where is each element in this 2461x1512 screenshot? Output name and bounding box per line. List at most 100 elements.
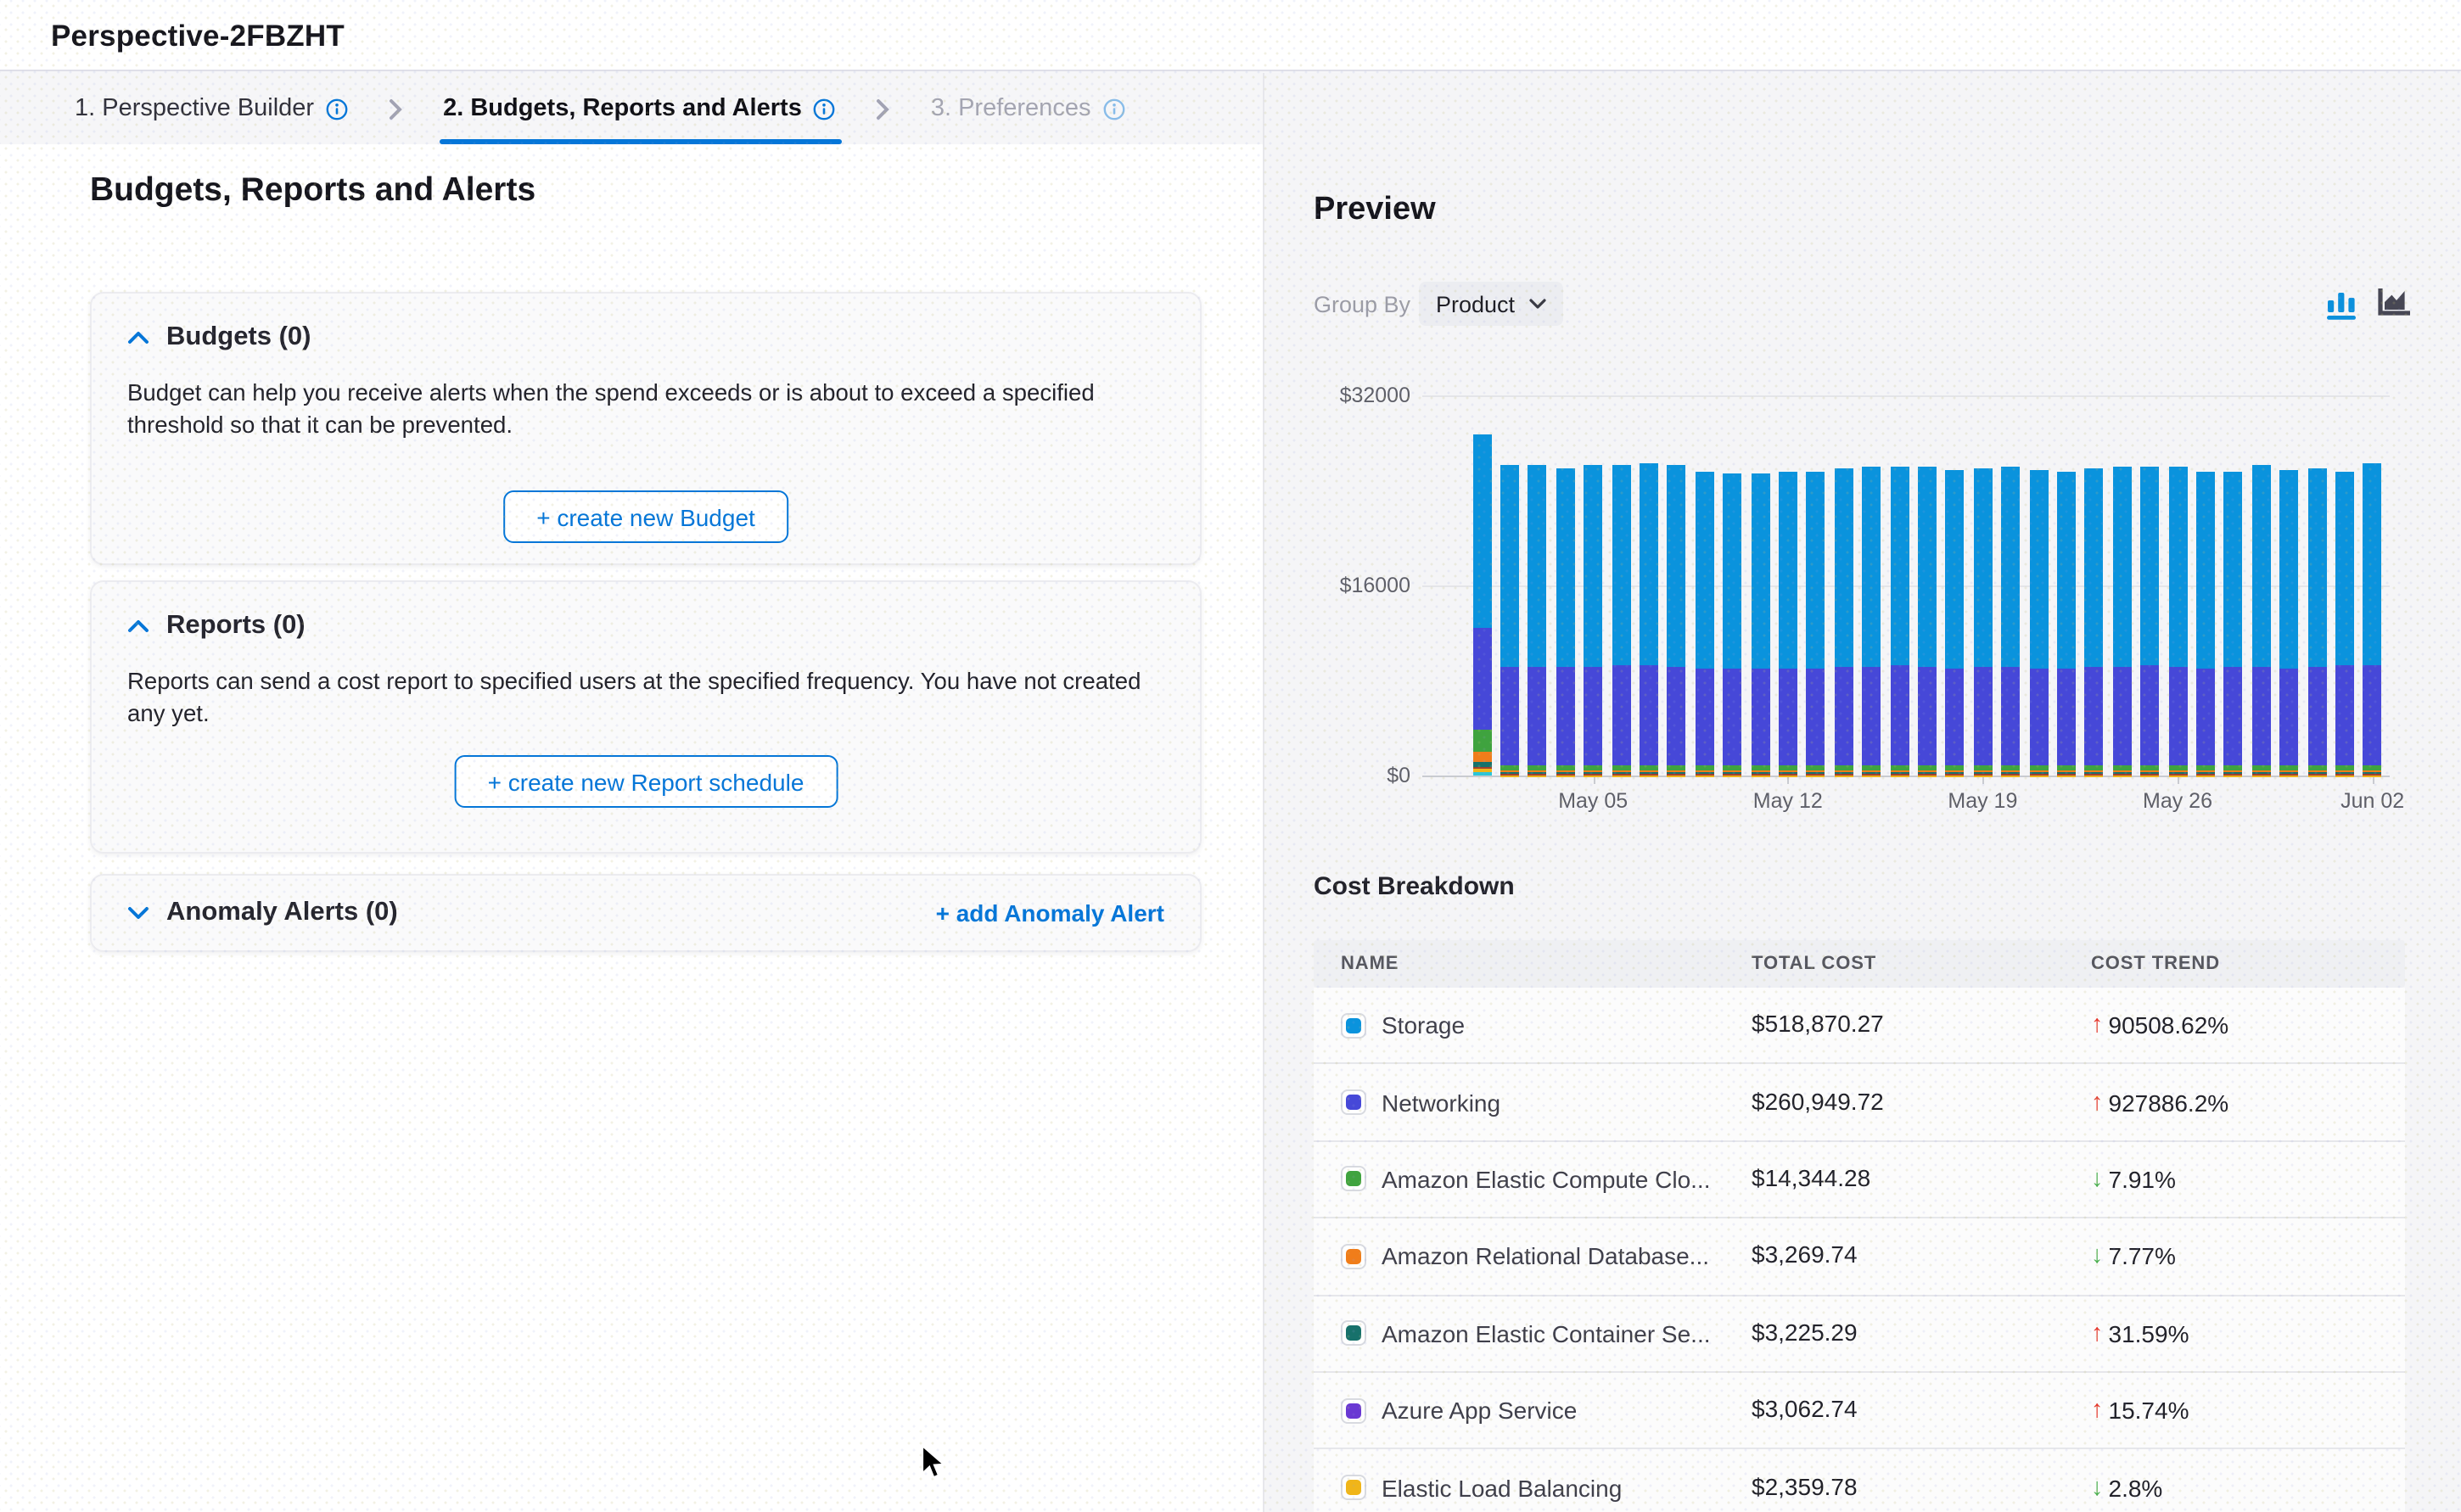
chart-bar-segment bbox=[2057, 669, 2076, 765]
chevron-right-icon bbox=[389, 98, 402, 120]
chart-bar-segment bbox=[2057, 775, 2076, 776]
chart-bar-segment bbox=[1807, 668, 1825, 765]
chart-bar bbox=[1668, 466, 1686, 776]
chart-bar bbox=[1723, 473, 1741, 776]
chart-bar-segment bbox=[1779, 775, 1797, 776]
y-axis-label: $16000 bbox=[1298, 574, 1410, 597]
chart-bar-segment bbox=[2307, 468, 2326, 667]
chart-bar bbox=[2279, 469, 2298, 776]
chart-bar-segment bbox=[2196, 669, 2215, 765]
chart-bar-segment bbox=[1807, 775, 1825, 776]
chart-bar-segment bbox=[1723, 669, 1741, 765]
row-total-cost: $2,359.78 bbox=[1752, 1472, 1858, 1499]
series-color-swatch bbox=[1341, 1397, 1366, 1423]
chart-bar-segment bbox=[2363, 665, 2382, 765]
table-row: Amazon Elastic Container Se...$3,225.29↑… bbox=[1314, 1296, 2405, 1373]
row-total-cost: $3,062.74 bbox=[1752, 1395, 1858, 1422]
column-header-total-cost: TOTAL COST bbox=[1752, 954, 2091, 974]
chart-bar bbox=[1472, 434, 1491, 776]
chart-bar-segment bbox=[2029, 775, 2048, 776]
chevron-right-icon bbox=[877, 98, 890, 120]
perspective-builder-app: Perspective-2FBZHT 1. Perspective Builde… bbox=[0, 0, 2461, 1512]
chart-bar-segment bbox=[2001, 666, 2020, 764]
chart-bar-segment bbox=[1862, 775, 1881, 776]
tab-perspective-builder[interactable]: 1. Perspective Builder bbox=[75, 73, 348, 144]
chart-bar-segment bbox=[1918, 467, 1937, 666]
x-axis-label: May 12 bbox=[1729, 789, 1847, 813]
chart-bar-segment bbox=[2029, 469, 2048, 669]
chart-bar-segment bbox=[1973, 468, 1992, 667]
chart-bar-segment bbox=[2001, 468, 2020, 667]
table-row: Networking$260,949.72↑927886.2% bbox=[1314, 1065, 2405, 1142]
chart-bar-segment bbox=[1640, 775, 1658, 776]
chart-bar-segment bbox=[1834, 468, 1853, 667]
chart-bar bbox=[2307, 468, 2326, 776]
trend-up-arrow-icon: ↑ bbox=[2091, 1397, 2104, 1424]
chart-bar-segment bbox=[1946, 668, 1965, 765]
chart-bar-segment bbox=[1946, 470, 1965, 668]
tab-preferences[interactable]: 3. Preferences bbox=[931, 73, 1125, 144]
trend-down-arrow-icon: ↓ bbox=[2091, 1166, 2104, 1193]
chart-bar bbox=[2029, 469, 2048, 776]
chevron-up-icon[interactable] bbox=[127, 619, 149, 633]
row-cost-trend: 31.59% bbox=[2109, 1320, 2189, 1347]
chart-bar-segment bbox=[1668, 775, 1686, 776]
row-name: Elastic Load Balancing bbox=[1382, 1474, 1622, 1501]
chart-bar bbox=[1612, 465, 1630, 776]
chart-bar-segment bbox=[1779, 669, 1797, 765]
budgets-card: Budgets (0) Budget can help you receive … bbox=[90, 292, 1202, 565]
area-chart-icon[interactable] bbox=[2374, 285, 2412, 322]
chart-bar bbox=[1500, 466, 1519, 776]
add-anomaly-alert-link[interactable]: + add Anomaly Alert bbox=[936, 899, 1164, 927]
chart-bar bbox=[1862, 468, 1881, 776]
chart-bar-segment bbox=[1528, 666, 1547, 764]
budgets-card-title: Budgets (0) bbox=[166, 322, 311, 353]
chart-bar bbox=[2085, 468, 2104, 776]
row-name: Azure App Service bbox=[1382, 1397, 1577, 1424]
trend-up-arrow-icon: ↑ bbox=[2091, 1089, 2104, 1116]
chart-bar-segment bbox=[1528, 775, 1547, 776]
x-axis-tick bbox=[2373, 777, 2374, 784]
row-cost-trend: 927886.2% bbox=[2109, 1089, 2229, 1116]
chart-bar-segment bbox=[1472, 628, 1491, 730]
row-name: Amazon Elastic Compute Clo... bbox=[1382, 1166, 1711, 1193]
chart-bar bbox=[2168, 467, 2187, 776]
chart-bar-segment bbox=[1640, 665, 1658, 764]
group-by-select[interactable]: Product bbox=[1419, 282, 1562, 326]
chart-bar-segment bbox=[2085, 468, 2104, 667]
chart-bar-segment bbox=[1695, 473, 1713, 669]
chart-bar-segment bbox=[1890, 466, 1909, 664]
chart-bar-segment bbox=[1890, 775, 1909, 776]
chart-bar-segment bbox=[2279, 775, 2298, 776]
chart-bar-segment bbox=[2335, 775, 2354, 776]
chart-bar-segment bbox=[2363, 775, 2382, 776]
chart-bar-segment bbox=[1695, 669, 1713, 765]
series-color-swatch bbox=[1341, 1244, 1366, 1269]
chevron-down-icon[interactable] bbox=[127, 906, 149, 920]
trend-up-arrow-icon: ↑ bbox=[2091, 1320, 2104, 1347]
budgets-description: Budget can help you receive alerts when … bbox=[127, 377, 1159, 441]
table-row: Azure App Service$3,062.74↑15.74% bbox=[1314, 1373, 2405, 1450]
chart-bar-segment bbox=[1500, 667, 1519, 765]
chart-bar bbox=[1695, 473, 1713, 776]
chart-bar-segment bbox=[2307, 667, 2326, 765]
bar-chart-icon[interactable] bbox=[2324, 285, 2361, 322]
trend-down-arrow-icon: ↓ bbox=[2091, 1243, 2104, 1270]
table-row: Elastic Load Balancing$2,359.78↓2.8% bbox=[1314, 1450, 2405, 1512]
chart-bar-segment bbox=[1946, 775, 1965, 776]
chart-bar bbox=[1890, 466, 1909, 776]
chevron-up-icon[interactable] bbox=[127, 331, 149, 344]
chart-bar-segment bbox=[1584, 775, 1602, 776]
chart-bar-segment bbox=[2224, 666, 2243, 764]
create-report-schedule-button[interactable]: + create new Report schedule bbox=[454, 755, 838, 808]
table-row: Storage$518,870.27↑90508.62% bbox=[1314, 988, 2405, 1065]
tab-budgets-reports-alerts[interactable]: 2. Budgets, Reports and Alerts bbox=[443, 73, 836, 144]
chart-bar-segment bbox=[2279, 668, 2298, 765]
chart-bar bbox=[2196, 471, 2215, 776]
chart-bar bbox=[1973, 468, 1992, 776]
chart-bar bbox=[2140, 466, 2159, 776]
chart-bar-segment bbox=[1862, 666, 1881, 764]
create-budget-button[interactable]: + create new Budget bbox=[502, 490, 789, 543]
row-name: Amazon Relational Database... bbox=[1382, 1243, 1709, 1270]
chart-bar-segment bbox=[1751, 473, 1769, 668]
